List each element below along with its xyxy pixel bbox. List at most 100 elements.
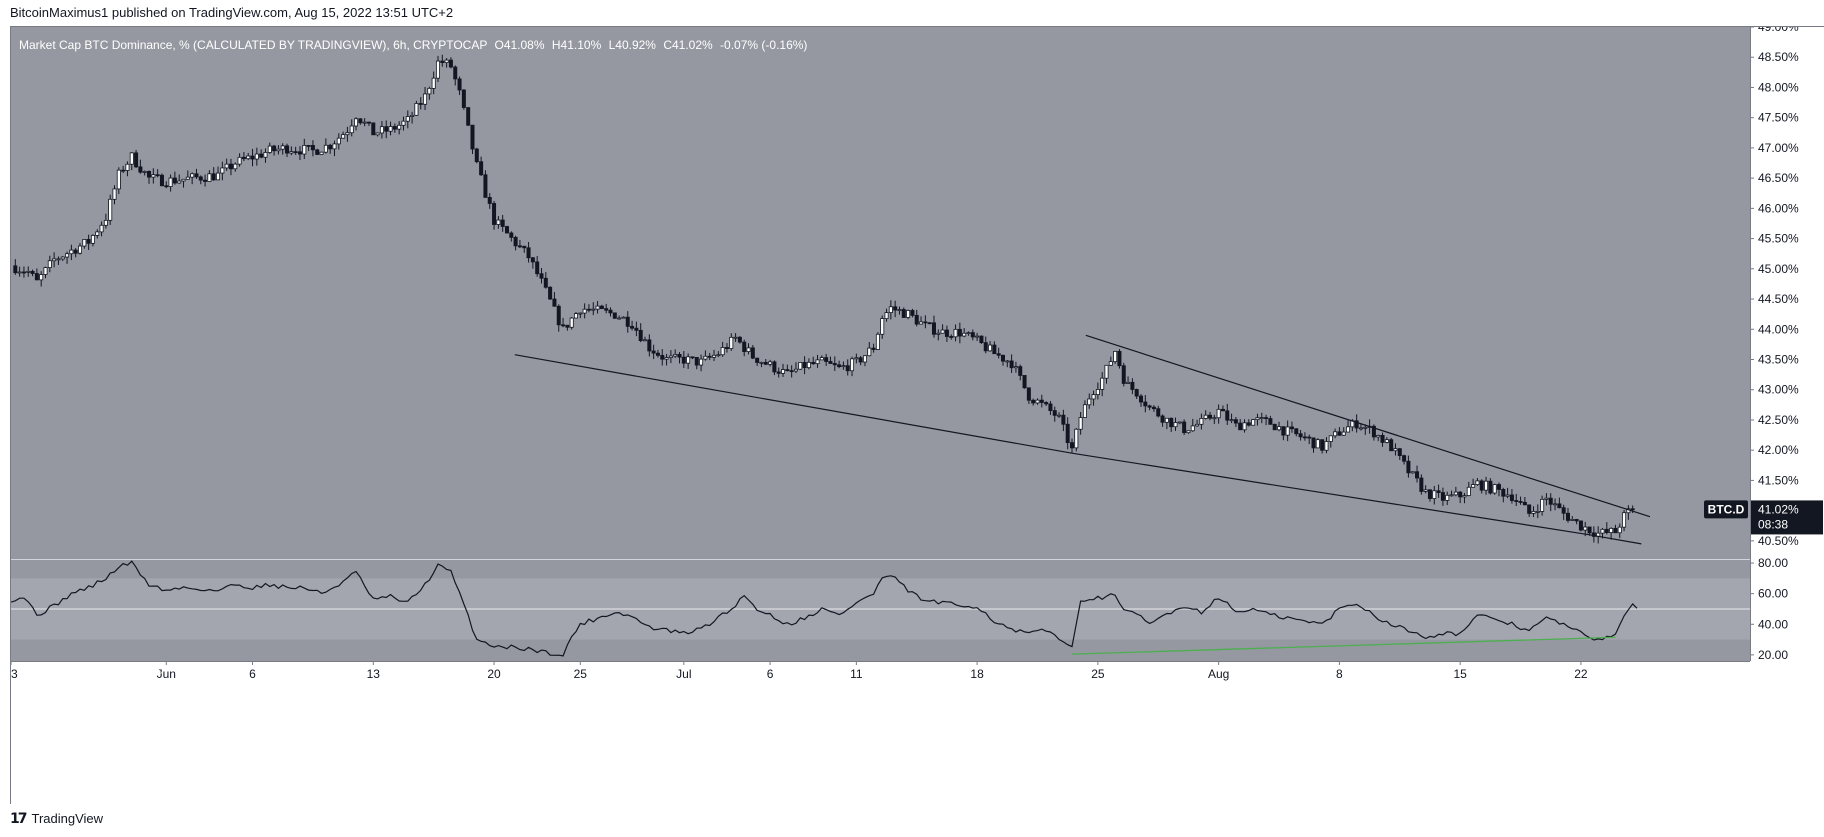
candle-up <box>1186 430 1191 434</box>
candle-down <box>172 177 177 184</box>
time-tick-label: 13 <box>367 667 381 681</box>
candle-up <box>875 333 880 350</box>
candle-down <box>1514 500 1519 502</box>
candle-down <box>159 174 164 187</box>
tradingview-footer[interactable]: 17 TradingView <box>10 808 103 830</box>
candle-down <box>328 144 333 150</box>
candle-down <box>1320 439 1325 451</box>
candle-down <box>1147 405 1152 408</box>
candle-down <box>979 335 984 344</box>
candle-down <box>1281 426 1286 436</box>
candle-down <box>1389 439 1394 452</box>
candle-down <box>1518 501 1523 503</box>
candle-up <box>1423 489 1428 492</box>
candle-down <box>392 126 397 130</box>
candle-up <box>1462 495 1467 498</box>
candle-up <box>1393 448 1398 452</box>
candle-up <box>1285 426 1290 436</box>
candle-down <box>651 350 656 354</box>
price-axis-bg <box>1750 27 1824 805</box>
candle-down <box>194 173 199 178</box>
candle-up <box>668 355 673 358</box>
tradingview-logo-icon: 17 <box>10 811 28 827</box>
candle-down <box>755 357 760 363</box>
candle-down <box>1427 489 1432 499</box>
candle-down <box>845 365 850 372</box>
candle-down <box>530 257 535 263</box>
candle-down <box>470 124 475 150</box>
candle-down <box>750 347 755 359</box>
close-value: 41.02% <box>672 38 713 52</box>
candle-up <box>578 312 583 315</box>
candle-up <box>884 312 889 320</box>
time-tick-label: 11 <box>850 667 863 681</box>
candle-down <box>1561 507 1566 514</box>
candle-up <box>781 369 786 374</box>
candle-up <box>759 361 764 364</box>
candle-up <box>289 151 294 154</box>
chart-svg[interactable]: 49.00% 48.50% 48.00% 47.50% 47.00% 46.50% 46.0… <box>11 27 1824 805</box>
candle-down <box>1233 419 1238 424</box>
candle-down <box>694 357 699 366</box>
candle-up <box>1453 491 1458 496</box>
candle-down <box>1182 421 1187 434</box>
candle-up <box>1242 422 1247 431</box>
candle-up <box>850 358 855 372</box>
candle-up <box>595 305 600 310</box>
candle-down <box>1246 422 1251 426</box>
candle-down <box>1220 408 1225 412</box>
price-tick-label: 46.00% <box>1758 201 1799 215</box>
candle-down <box>121 169 126 172</box>
candle-up <box>280 145 285 150</box>
candle-up <box>1005 360 1010 363</box>
candle-down <box>1440 492 1445 501</box>
candle-down <box>440 60 445 63</box>
candle-up <box>375 132 380 136</box>
candle-up <box>643 339 648 342</box>
candle-down <box>1026 387 1031 401</box>
candle-down <box>1458 491 1463 498</box>
candle-up <box>237 156 242 165</box>
candle-down <box>785 369 790 372</box>
candle-down <box>1479 480 1484 491</box>
candle-down <box>612 312 617 319</box>
candle-down <box>539 273 544 279</box>
candle-down <box>358 118 363 124</box>
candle-down <box>737 336 742 343</box>
candle-up <box>1505 494 1510 497</box>
candle-up <box>815 359 820 365</box>
candle-down <box>513 236 518 247</box>
symbol-tag-label: BTC.D <box>1708 502 1745 516</box>
candle-up <box>1583 526 1588 531</box>
candle-up <box>733 336 738 339</box>
candle-up <box>919 321 924 325</box>
price-tick-label: 47.50% <box>1758 111 1799 125</box>
time-tick-label: 25 <box>1091 667 1105 681</box>
price-tick-label: 43.00% <box>1758 383 1799 397</box>
candle-up <box>1384 439 1389 443</box>
rsi-value: 50.16 <box>171 660 202 674</box>
rsi-tick-label: 80.00 <box>1758 556 1788 570</box>
candle-down <box>1156 408 1161 417</box>
candle-down <box>630 325 635 329</box>
candle-up <box>60 256 65 260</box>
candle-up <box>1095 389 1100 395</box>
candle-up <box>43 267 48 275</box>
candle-down <box>418 103 423 105</box>
candle-up <box>323 144 328 153</box>
candle-up <box>1091 394 1096 400</box>
candle-up <box>319 151 324 155</box>
candle-up <box>233 163 238 170</box>
candle-up <box>181 178 186 182</box>
chart-frame[interactable]: 49.00% 48.50% 48.00% 47.50% 47.00% 46.50% 46.0… <box>10 26 1824 805</box>
candle-up <box>388 126 393 132</box>
candle-up <box>185 176 190 180</box>
candle-up <box>39 274 44 281</box>
candle-up <box>1328 435 1333 442</box>
candle-up <box>129 152 134 165</box>
candle-down <box>858 357 863 363</box>
candle-down <box>535 261 540 275</box>
candle-down <box>647 339 652 352</box>
candle-up <box>975 335 980 338</box>
candle-up <box>1553 503 1558 506</box>
